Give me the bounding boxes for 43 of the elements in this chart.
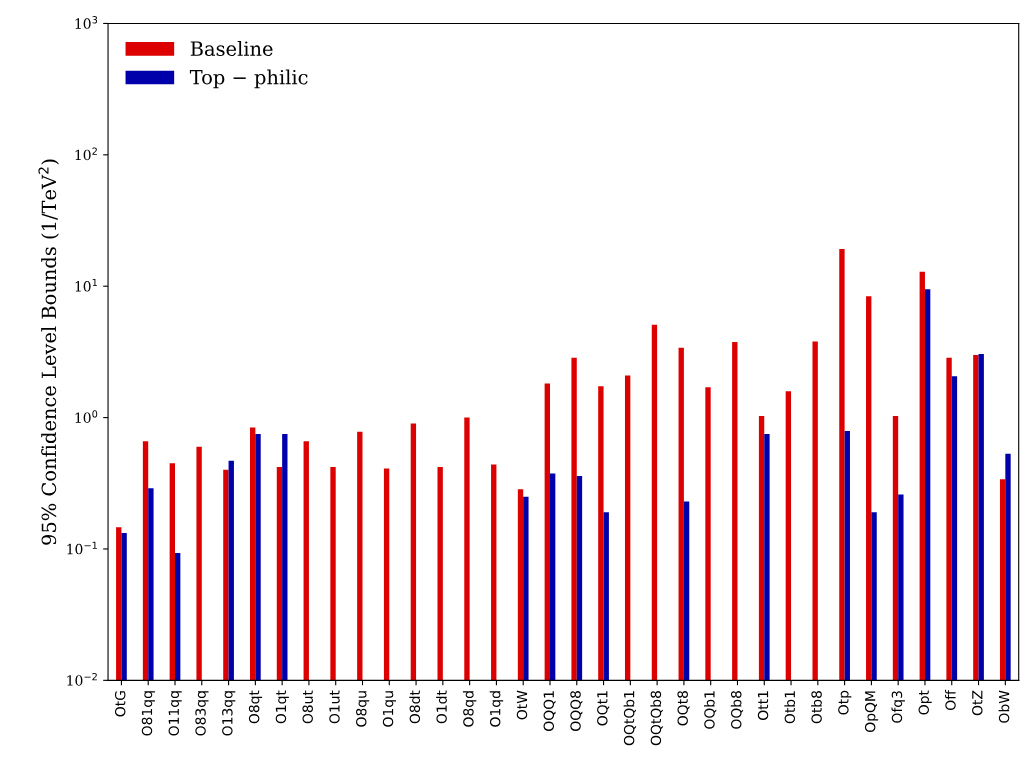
x-tick-label: O8dt xyxy=(409,690,421,724)
x-tick-label: O11qq xyxy=(168,691,182,736)
x-tick-label: OQtQb8 xyxy=(650,691,663,746)
y-tick-label: 10$^{3}$ xyxy=(75,16,98,29)
x-tick-label: OQQ8 xyxy=(570,691,583,731)
y-axis-title: 95% Confidence Level Bounds (1/TeV$^{2}$) xyxy=(38,159,59,545)
x-tick-label: O1ut xyxy=(329,690,340,724)
x-tick-label: Ott1 xyxy=(757,691,769,720)
x-tick-label: OQQ1 xyxy=(543,691,556,731)
y-tick-label: 10$^{−1}$ xyxy=(67,541,97,555)
legend-label: Top − philic xyxy=(189,69,308,89)
x-tick-label: OQt8 xyxy=(677,691,690,726)
x-tick-label: O83qq xyxy=(195,691,209,736)
x-tick-label: OtZ xyxy=(972,690,983,716)
x-tick-label: O1qd xyxy=(489,691,504,727)
y-tick-label: 10$^{2}$ xyxy=(75,147,97,161)
x-tick-label: OpQM xyxy=(864,691,879,732)
x-tick-label: O1qt xyxy=(275,690,289,724)
x-tick-label: O1dt xyxy=(436,690,447,724)
y-tick-label: 10$^{0}$ xyxy=(75,410,98,423)
x-tick-label: OQt1 xyxy=(597,691,610,726)
x-tick-label: OQtQb1 xyxy=(623,691,636,746)
x-tick-label: OtG xyxy=(114,691,126,717)
x-tick-label: O13qq xyxy=(222,691,236,736)
x-tick-label: Otp xyxy=(838,690,852,715)
x-tick-label: O8ut xyxy=(302,690,313,724)
x-tick-label: OQb1 xyxy=(703,691,717,729)
x-tick-label: O8qu xyxy=(356,691,370,727)
x-tick-label: Otb8 xyxy=(811,691,822,724)
x-tick-label: Ofq3 xyxy=(891,691,905,723)
y-tick-label: 10$^{−2}$ xyxy=(67,672,97,686)
x-tick-label: O8qt xyxy=(248,690,263,724)
x-tick-label: OQb8 xyxy=(730,691,744,729)
x-tick-label: Otb1 xyxy=(784,691,796,724)
x-tick-label: ObW xyxy=(998,690,1010,723)
x-tick-label: O81qq xyxy=(141,691,155,736)
x-tick-label: OtW xyxy=(516,690,528,720)
x-tick-label: Off xyxy=(945,689,956,710)
x-tick-label: O8qd xyxy=(462,691,477,727)
y-tick-label: 10$^{1}$ xyxy=(75,278,97,292)
legend-label: Baseline xyxy=(190,40,273,57)
x-tick-label: O1qu xyxy=(382,691,396,727)
x-tick-label: Opt xyxy=(918,690,932,715)
